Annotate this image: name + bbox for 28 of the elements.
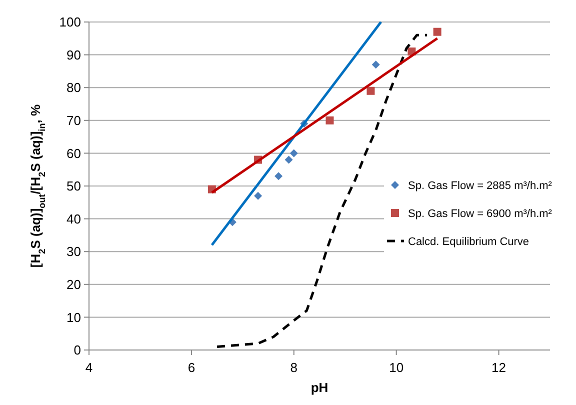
point — [326, 116, 334, 124]
point — [372, 60, 380, 69]
legend-label: Sp. Gas Flow = 2885 m³/h.m² — [408, 180, 552, 192]
x-tick-label: 8 — [290, 360, 298, 375]
y-tick-label: 20 — [66, 276, 81, 292]
y-tick-label: 80 — [66, 80, 81, 96]
point — [274, 172, 283, 180]
point — [433, 28, 442, 36]
y-tick-label: 70 — [66, 112, 81, 128]
x-tick-label: 12 — [492, 360, 506, 375]
y-tick-label: 0 — [74, 342, 81, 358]
y-tick-label: 50 — [66, 178, 81, 194]
y-tick-label: 60 — [66, 146, 81, 161]
y-tick-label: 10 — [66, 310, 81, 325]
x-axis-title: pH — [310, 380, 328, 395]
y-tick-label: 40 — [66, 211, 81, 226]
x-tick-label: 10 — [389, 360, 404, 375]
point — [284, 156, 293, 164]
legend-label: Calcd. Equilibrium Curve — [408, 236, 530, 248]
point — [366, 86, 375, 95]
x-tick-label: 6 — [188, 360, 196, 375]
y-tick-label: 30 — [66, 244, 81, 260]
point — [254, 192, 262, 200]
point — [290, 149, 298, 158]
y-tick-label: 100 — [59, 14, 81, 30]
x-tick-label: 4 — [85, 360, 93, 375]
y-tick-label: 90 — [66, 47, 81, 62]
legend-label: Sp. Gas Flow = 6900 m³/h.m² — [408, 208, 552, 220]
